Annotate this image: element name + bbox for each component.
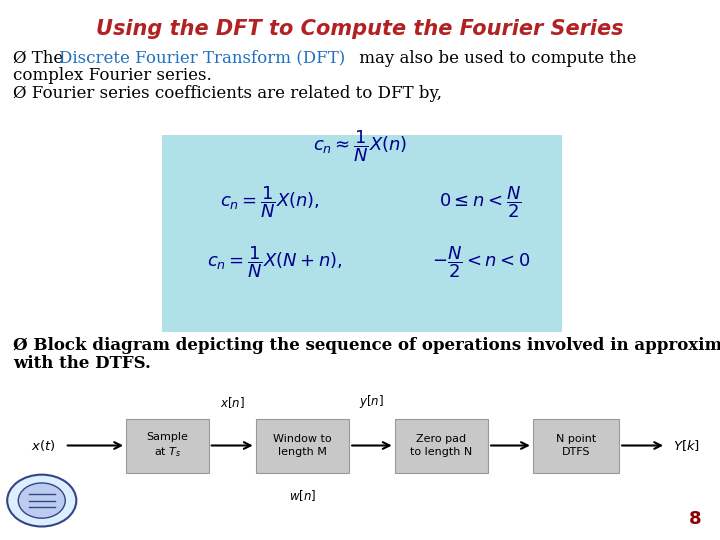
Circle shape xyxy=(7,475,76,526)
Text: $x(t)$: $x(t)$ xyxy=(31,438,55,453)
Text: $c_n = \dfrac{1}{N} X(N+n),$: $c_n = \dfrac{1}{N} X(N+n),$ xyxy=(207,244,342,280)
Text: Sample
at $T_s$: Sample at $T_s$ xyxy=(146,432,189,459)
Text: $y[n]$: $y[n]$ xyxy=(359,394,384,410)
Text: $-\dfrac{N}{2} < n < 0$: $-\dfrac{N}{2} < n < 0$ xyxy=(432,244,531,280)
FancyBboxPatch shape xyxy=(395,418,488,472)
Text: 8: 8 xyxy=(689,510,702,528)
Text: Ø Block diagram depicting the sequence of operations involved in approximating t: Ø Block diagram depicting the sequence o… xyxy=(13,338,720,354)
Text: $c_n \approx \dfrac{1}{N} X(n)$: $c_n \approx \dfrac{1}{N} X(n)$ xyxy=(312,128,408,164)
Circle shape xyxy=(18,483,66,518)
FancyBboxPatch shape xyxy=(126,418,209,472)
Text: Zero pad
to length N: Zero pad to length N xyxy=(410,434,472,457)
Text: Using the DFT to Compute the Fourier Series: Using the DFT to Compute the Fourier Ser… xyxy=(96,19,624,39)
Text: $c_n = \dfrac{1}{N} X(n),$: $c_n = \dfrac{1}{N} X(n),$ xyxy=(220,185,320,220)
FancyBboxPatch shape xyxy=(533,418,619,472)
Text: N point
DTFS: N point DTFS xyxy=(556,434,596,457)
Text: $w[n]$: $w[n]$ xyxy=(289,488,316,503)
Text: complex Fourier series.: complex Fourier series. xyxy=(13,68,212,84)
Text: with the DTFS.: with the DTFS. xyxy=(13,355,150,372)
FancyBboxPatch shape xyxy=(162,135,562,332)
Text: $x[n]$: $x[n]$ xyxy=(220,395,245,410)
Text: $Y[k]$: $Y[k]$ xyxy=(673,438,701,453)
Text: may also be used to compute the: may also be used to compute the xyxy=(354,50,636,66)
Text: Ø The: Ø The xyxy=(13,50,68,66)
Text: $0 \leq n < \dfrac{N}{2}$: $0 \leq n < \dfrac{N}{2}$ xyxy=(439,185,522,220)
FancyBboxPatch shape xyxy=(256,418,349,472)
Text: Ø Fourier series coefficients are related to DFT by,: Ø Fourier series coefficients are relate… xyxy=(13,85,442,102)
Text: Discrete Fourier Transform (DFT): Discrete Fourier Transform (DFT) xyxy=(59,50,346,66)
Text: Window to
length M: Window to length M xyxy=(273,434,332,457)
